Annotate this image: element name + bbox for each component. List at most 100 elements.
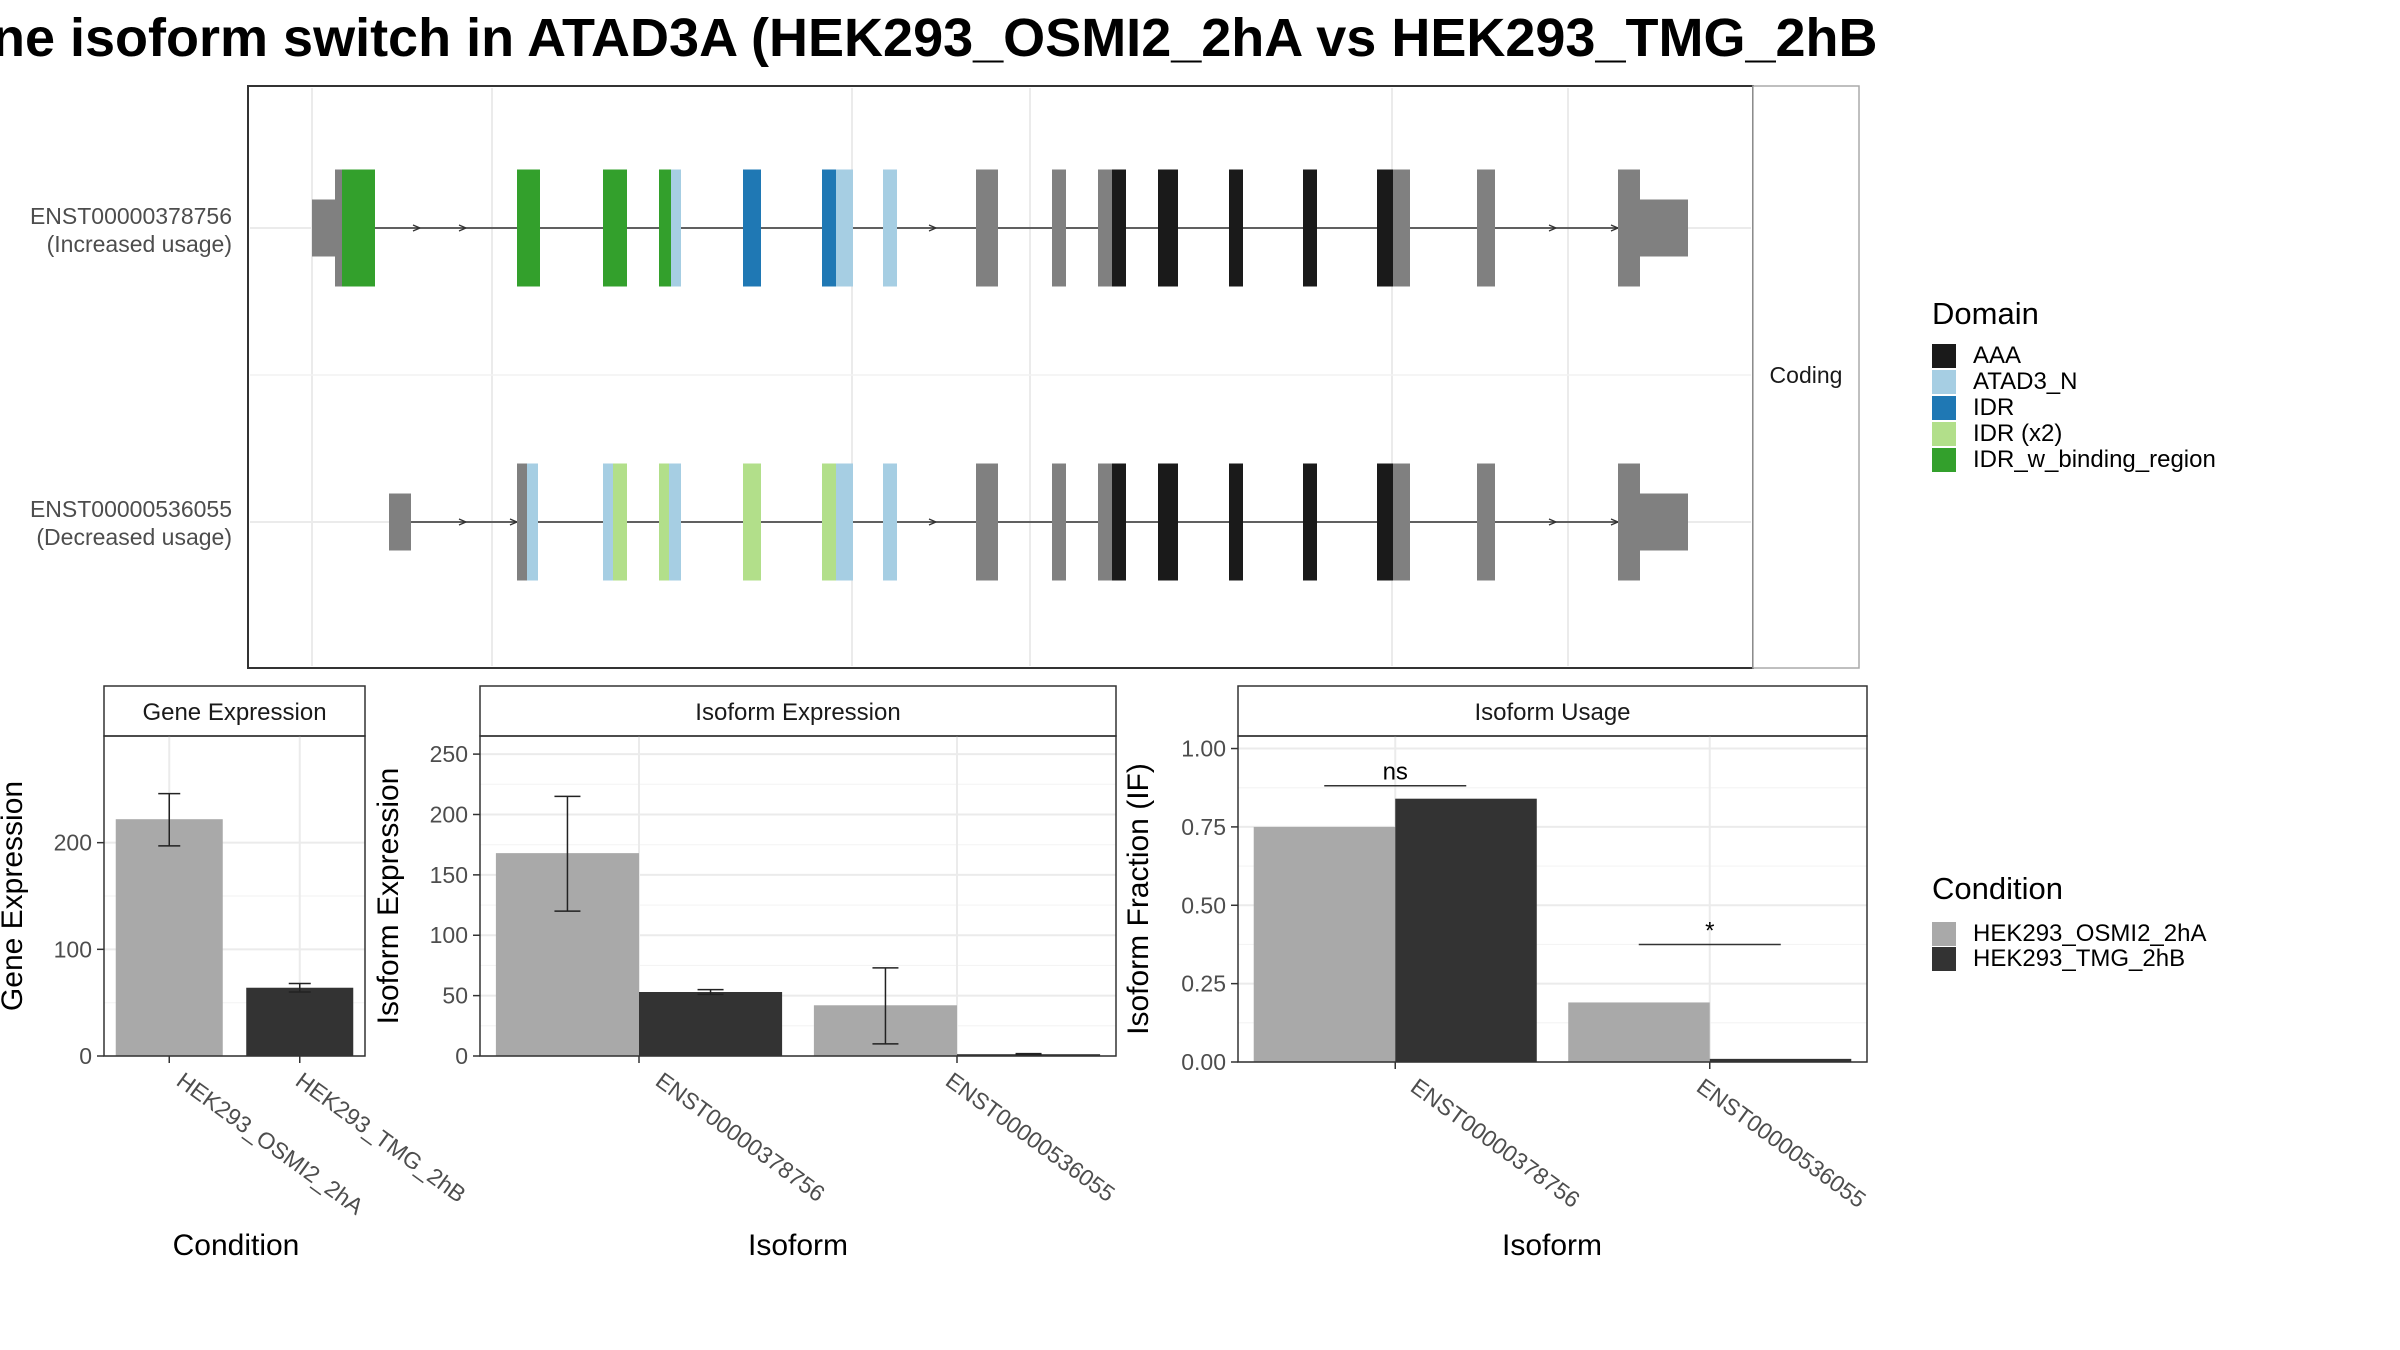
panel-title: Gene Expression <box>142 699 326 726</box>
exon-block <box>1098 169 1112 287</box>
exon-block <box>1112 463 1126 581</box>
exon-block <box>603 169 627 287</box>
x-tick-label: ENST00000378756 <box>651 1067 830 1207</box>
isoform-expression-panel: Isoform Expression 0 50 100 150 200 250 ENST000… <box>372 685 1120 1262</box>
exon-block <box>1393 463 1410 581</box>
exon-block <box>976 169 998 287</box>
facet-strip <box>479 685 1117 737</box>
y-tick-label: 1.00 <box>1181 736 1226 762</box>
exon-block <box>1393 169 1410 287</box>
y-tick-label: 0.00 <box>1181 1049 1226 1075</box>
bar <box>639 992 783 1056</box>
direction-arrow <box>1548 518 1558 526</box>
exon-block <box>659 169 671 287</box>
exon-block <box>1377 169 1393 287</box>
facet-strip <box>1752 85 1860 669</box>
significance-label: ns <box>1383 759 1408 786</box>
transcript-label-2-id: ENST00000536055 <box>30 496 232 522</box>
bar <box>1395 798 1537 1062</box>
y-tick-label: 0 <box>79 1043 92 1069</box>
y-axis-title: Isoform Fraction (IF) <box>1122 763 1155 1035</box>
direction-arrow <box>1548 224 1558 232</box>
exon-block <box>1112 169 1126 287</box>
utr-block <box>1640 493 1688 551</box>
condition-legend-label: HEK293_TMG_2hB <box>1973 945 2185 972</box>
facet-strip <box>103 685 366 737</box>
x-axis-title: Condition <box>173 1229 300 1262</box>
facet-label-coding: Coding <box>1770 362 1843 388</box>
x-tick-label: ENST00000536055 <box>1692 1073 1871 1213</box>
exon-block <box>671 169 681 287</box>
exon-block <box>836 169 853 287</box>
y-tick-label: 150 <box>430 862 468 888</box>
condition-legend-key <box>1932 922 1956 946</box>
domain-legend-label: IDR <box>1973 394 2014 421</box>
x-tick-label: ENST00000536055 <box>941 1067 1120 1207</box>
panel-title: Isoform Expression <box>695 699 900 726</box>
direction-arrow <box>458 518 468 526</box>
exon-block <box>335 169 342 287</box>
domain-legend-label: IDR (x2) <box>1973 420 2062 447</box>
x-tick-label: ENST00000378756 <box>1406 1073 1585 1213</box>
y-tick-label: 0 <box>455 1043 468 1069</box>
exon-block <box>883 463 897 581</box>
isoform-usage-panel: Isoform Usage 0.00 0.25 0.50 0.75 1.00 ENST000… <box>1122 685 1871 1262</box>
exon-block <box>1477 463 1495 581</box>
direction-arrow <box>928 224 938 232</box>
y-axis-title: Isoform Expression <box>372 768 405 1025</box>
utr-block <box>389 493 411 551</box>
domain-legend-key <box>1932 448 1956 472</box>
transcript-label-2-note: (Decreased usage) <box>36 524 232 550</box>
domain-legend-label: AAA <box>1973 342 2021 369</box>
bar <box>1709 1058 1852 1062</box>
domain-legend-label: IDR_w_binding_region <box>1973 446 2216 473</box>
y-axis-title: Gene Expression <box>0 781 29 1011</box>
domain-legend-key <box>1932 396 1956 420</box>
domain-legend-key <box>1932 422 1956 446</box>
domain-legend-key <box>1932 370 1956 394</box>
exon-block <box>1618 169 1640 287</box>
transcript-label-1-id: ENST00000378756 <box>30 203 232 229</box>
x-axis-title: Isoform <box>748 1229 848 1262</box>
domain-legend-label: ATAD3_N <box>1973 368 2077 395</box>
y-tick-label: 200 <box>54 830 92 856</box>
exon-block <box>1052 463 1066 581</box>
bar <box>246 987 354 1056</box>
y-tick-label: 100 <box>430 922 468 948</box>
condition-legend-key <box>1932 947 1956 971</box>
panel-title: Isoform Usage <box>1474 699 1630 726</box>
x-axis-title: Isoform <box>1502 1229 1602 1262</box>
y-tick-label: 250 <box>430 741 468 767</box>
exon-block <box>669 463 681 581</box>
exon-block <box>743 169 761 287</box>
exon-block <box>1158 463 1178 581</box>
exon-block <box>743 463 761 581</box>
exon-block <box>342 169 375 287</box>
exon-block <box>517 169 540 287</box>
direction-arrow <box>412 224 422 232</box>
utr-block <box>312 199 335 257</box>
exon-block <box>1052 169 1066 287</box>
bar <box>1253 826 1396 1062</box>
exon-block <box>659 463 669 581</box>
panel-border <box>479 735 1117 1057</box>
condition-legend-title: Condition <box>1932 871 2063 906</box>
utr-block <box>1640 199 1688 257</box>
y-tick-label: 50 <box>442 983 468 1009</box>
exon-block <box>822 463 836 581</box>
exon-block <box>1158 169 1178 287</box>
direction-arrow <box>928 518 938 526</box>
exon-block <box>1377 463 1393 581</box>
exon-block <box>1618 463 1640 581</box>
transcript-panel: Coding ENST00000378756 (Increased usage)… <box>30 85 1860 669</box>
y-tick-label: 200 <box>430 801 468 827</box>
exon-block <box>1229 463 1243 581</box>
exon-block <box>1477 169 1495 287</box>
exon-block <box>1303 463 1317 581</box>
facet-strip <box>1237 685 1868 737</box>
plot-title: ne isoform switch in ATAD3A (HEK293_OSMI… <box>0 8 1878 68</box>
transcript-label-1-note: (Increased usage) <box>47 231 232 257</box>
y-tick-label: 0.25 <box>1181 971 1226 997</box>
exon-block <box>822 169 836 287</box>
